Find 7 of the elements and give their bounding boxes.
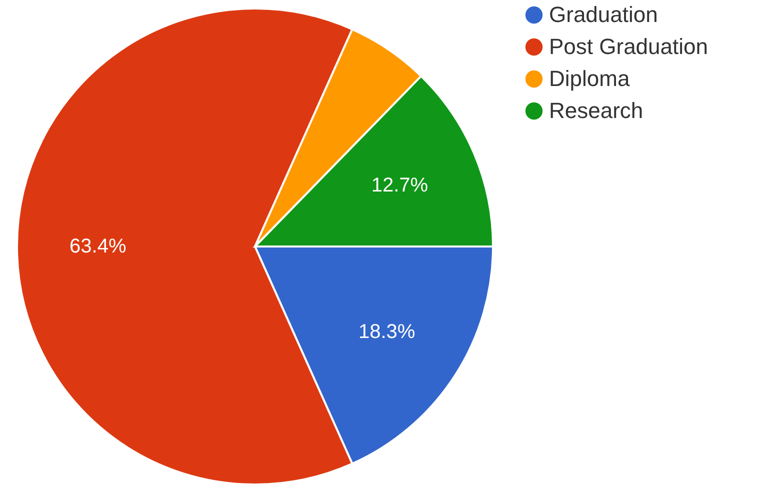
data-label: 12.7% <box>371 174 428 196</box>
legend-label: Post Graduation <box>549 34 708 59</box>
legend-label: Diploma <box>549 66 630 91</box>
data-label: 18.3% <box>358 320 416 343</box>
data-label: 63.4% <box>70 236 126 258</box>
legend-label: Research <box>549 98 644 123</box>
legend-label: Graduation <box>549 2 658 27</box>
